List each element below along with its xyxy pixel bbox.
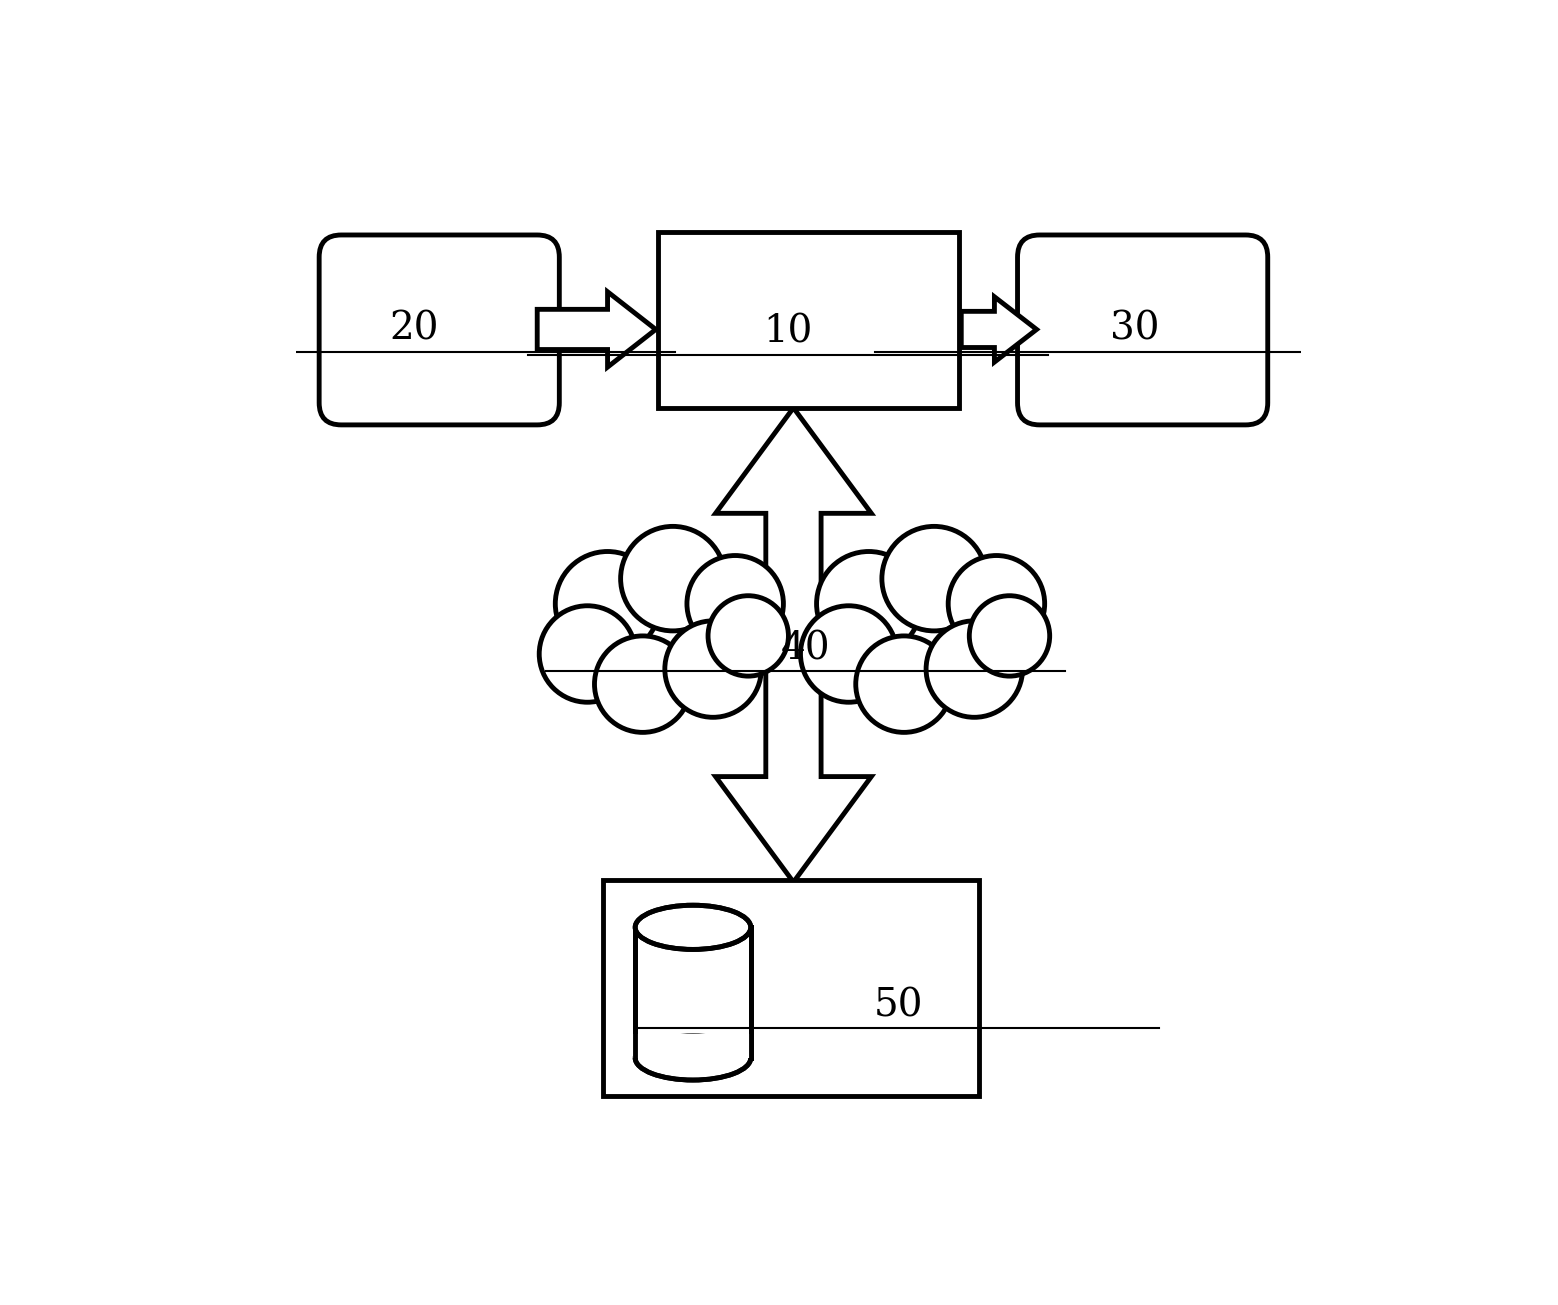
Text: 20: 20 — [390, 311, 439, 348]
FancyBboxPatch shape — [1017, 235, 1268, 425]
Circle shape — [882, 526, 986, 630]
Ellipse shape — [636, 906, 751, 950]
Circle shape — [707, 595, 788, 676]
Circle shape — [555, 552, 659, 656]
Circle shape — [687, 556, 784, 652]
Bar — [636, 928, 751, 1058]
Circle shape — [665, 621, 762, 718]
Polygon shape — [715, 407, 871, 882]
Text: 50: 50 — [874, 987, 924, 1024]
Circle shape — [925, 621, 1022, 718]
Text: 10: 10 — [763, 315, 813, 351]
Circle shape — [801, 606, 897, 702]
Circle shape — [816, 552, 921, 656]
FancyBboxPatch shape — [319, 235, 559, 425]
Bar — [633, 1034, 753, 1058]
Bar — [657, 232, 960, 407]
Circle shape — [855, 636, 952, 732]
Polygon shape — [538, 292, 656, 367]
Text: 40: 40 — [781, 630, 830, 667]
Circle shape — [620, 526, 724, 630]
Bar — [603, 880, 980, 1096]
Circle shape — [539, 606, 636, 702]
Circle shape — [595, 636, 690, 732]
Circle shape — [949, 556, 1045, 652]
Circle shape — [969, 595, 1050, 676]
Text: 30: 30 — [1111, 311, 1159, 348]
Ellipse shape — [636, 1036, 751, 1081]
Polygon shape — [961, 296, 1036, 361]
Ellipse shape — [640, 907, 745, 947]
